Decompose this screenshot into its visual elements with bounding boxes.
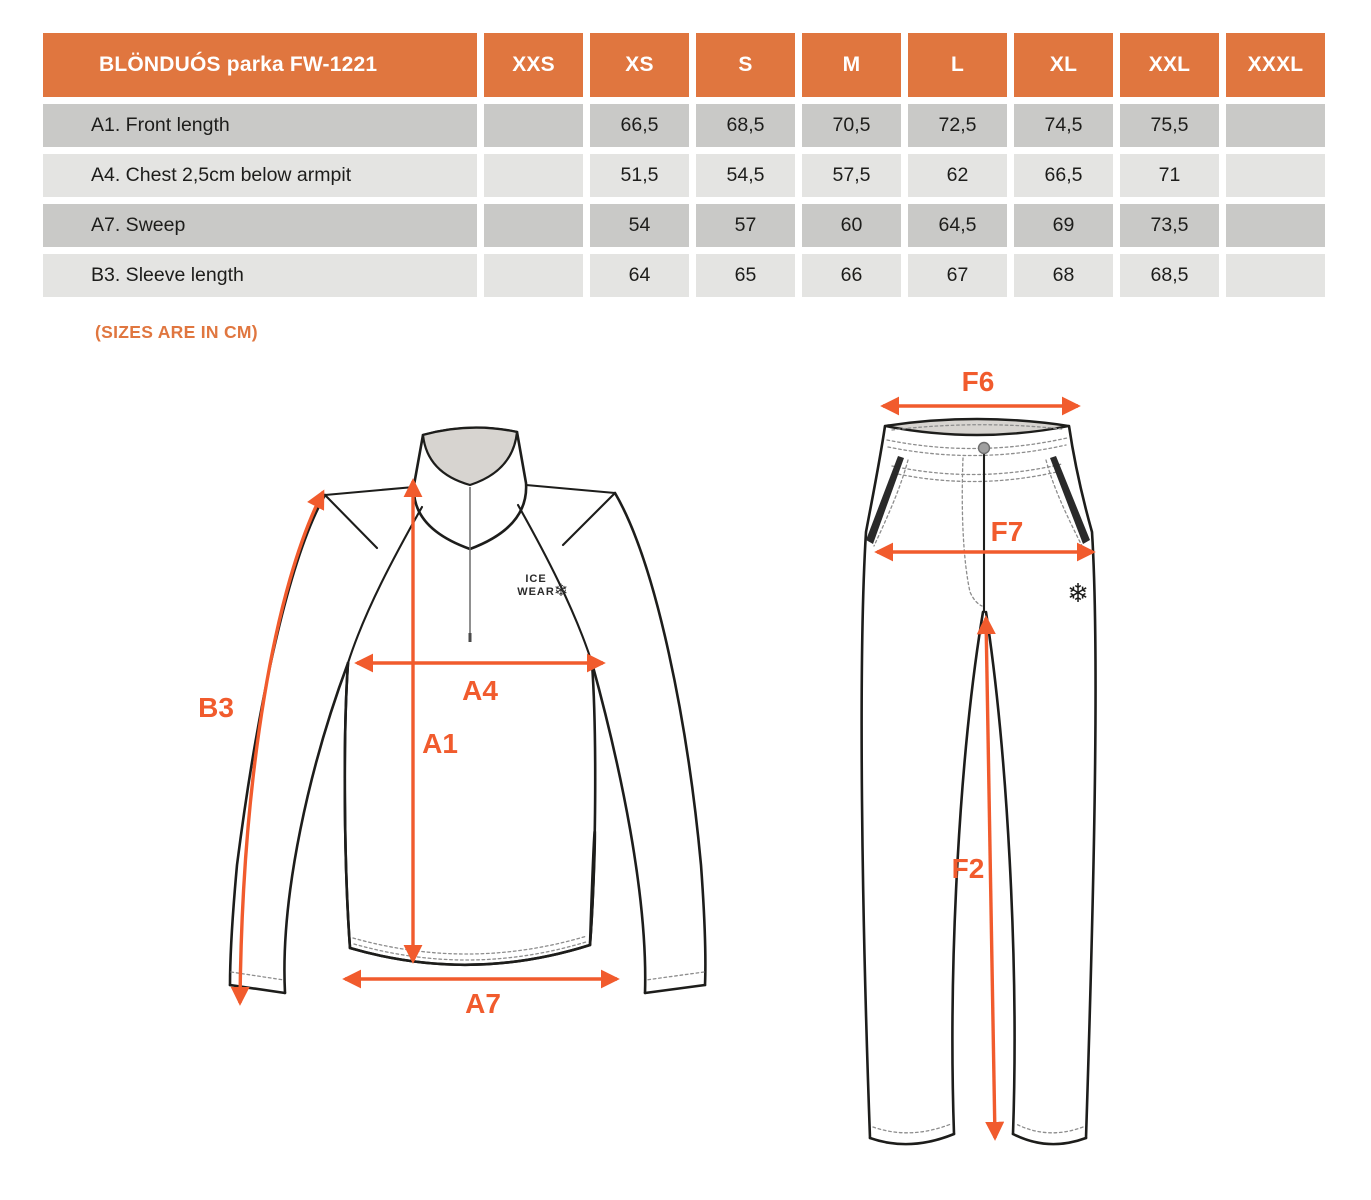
size-cell — [1226, 254, 1325, 297]
size-cell — [484, 254, 583, 297]
table-row: B3. Sleeve length 64 65 66 67 68 68,5 — [43, 254, 1325, 297]
waist-button — [977, 441, 991, 455]
size-header-xl: XL — [1014, 33, 1113, 97]
size-cell: 57,5 — [802, 154, 901, 197]
pants-outline: ❄ — [860, 417, 1097, 1146]
size-cell — [484, 104, 583, 147]
size-cell: 67 — [908, 254, 1007, 297]
snowflake-icon: ❄ — [1067, 578, 1089, 608]
size-cell — [1226, 104, 1325, 147]
size-cell: 66,5 — [1014, 154, 1113, 197]
size-header-l: L — [908, 33, 1007, 97]
size-cell: 75,5 — [1120, 104, 1219, 147]
measurement-label: B3. Sleeve length — [43, 254, 477, 297]
size-header-xxl: XXL — [1120, 33, 1219, 97]
b3-label: B3 — [198, 692, 234, 723]
size-cell: 70,5 — [802, 104, 901, 147]
a7-label: A7 — [465, 988, 501, 1019]
size-cell: 54,5 — [696, 154, 795, 197]
table-row: A7. Sweep 54 57 60 64,5 69 73,5 — [43, 204, 1325, 247]
size-cell: 72,5 — [908, 104, 1007, 147]
pocket-right — [1045, 456, 1090, 547]
a4-label: A4 — [462, 675, 498, 706]
logo-text-wear: WEAR — [517, 586, 555, 598]
snowflake-icon: ❄ — [554, 581, 568, 600]
size-cell: 54 — [590, 204, 689, 247]
size-header-xxs: XXS — [484, 33, 583, 97]
header-row: BLÖNDUÓS parka FW-1221 XXS XS S M L XL X… — [43, 33, 1325, 97]
sweater-measurement-diagram: ICE WEAR ❄ B3 A1 A4 A7 — [198, 426, 707, 1019]
logo-text-ice: ICE — [525, 573, 546, 585]
size-cell: 74,5 — [1014, 104, 1113, 147]
sweater-measurements: B3 A1 A4 A7 — [198, 478, 620, 1019]
f6-label: F6 — [962, 366, 995, 397]
size-chart-table: BLÖNDUÓS parka FW-1221 XXS XS S M L XL X… — [36, 26, 1332, 304]
size-cell: 51,5 — [590, 154, 689, 197]
size-cell: 69 — [1014, 204, 1113, 247]
size-header-xs: XS — [590, 33, 689, 97]
product-title: BLÖNDUÓS parka FW-1221 — [43, 33, 477, 97]
f2-label: F2 — [952, 853, 985, 884]
size-cell: 62 — [908, 154, 1007, 197]
size-cell — [1226, 154, 1325, 197]
size-cell: 57 — [696, 204, 795, 247]
size-cell: 64,5 — [908, 204, 1007, 247]
table-row: A4. Chest 2,5cm below armpit 51,5 54,5 5… — [43, 154, 1325, 197]
size-cell: 66 — [802, 254, 901, 297]
size-header-s: S — [696, 33, 795, 97]
f7-label: F7 — [991, 516, 1024, 547]
sweater-outline — [228, 426, 707, 995]
measurement-label: A1. Front length — [43, 104, 477, 147]
size-header-xxxl: XXXL — [1226, 33, 1325, 97]
size-cell: 68,5 — [1120, 254, 1219, 297]
pocket-left — [866, 456, 909, 547]
size-cell: 64 — [590, 254, 689, 297]
size-cell: 71 — [1120, 154, 1219, 197]
size-cell: 65 — [696, 254, 795, 297]
size-cell — [484, 154, 583, 197]
size-cell — [1226, 204, 1325, 247]
size-cell: 68,5 — [696, 104, 795, 147]
pants-measurements: F6 F7 F2 — [874, 366, 1096, 1141]
size-cell: 68 — [1014, 254, 1113, 297]
fly-detail — [961, 450, 986, 614]
icewear-logo: ICE WEAR ❄ — [517, 573, 568, 600]
measurement-label: A4. Chest 2,5cm below armpit — [43, 154, 477, 197]
pants-measurement-diagram: ❄ F6 F7 F2 — [860, 366, 1097, 1146]
b3-arrow — [230, 489, 325, 1006]
size-cell: 60 — [802, 204, 901, 247]
measurement-label: A7. Sweep — [43, 204, 477, 247]
size-cell: 73,5 — [1120, 204, 1219, 247]
f2-arrow — [976, 615, 1005, 1141]
size-header-m: M — [802, 33, 901, 97]
size-cell: 66,5 — [590, 104, 689, 147]
size-cell — [484, 204, 583, 247]
table-row: A1. Front length 66,5 68,5 70,5 72,5 74,… — [43, 104, 1325, 147]
a1-label: A1 — [422, 728, 458, 759]
sizes-unit-note: (SIZES ARE IN CM) — [95, 322, 258, 342]
